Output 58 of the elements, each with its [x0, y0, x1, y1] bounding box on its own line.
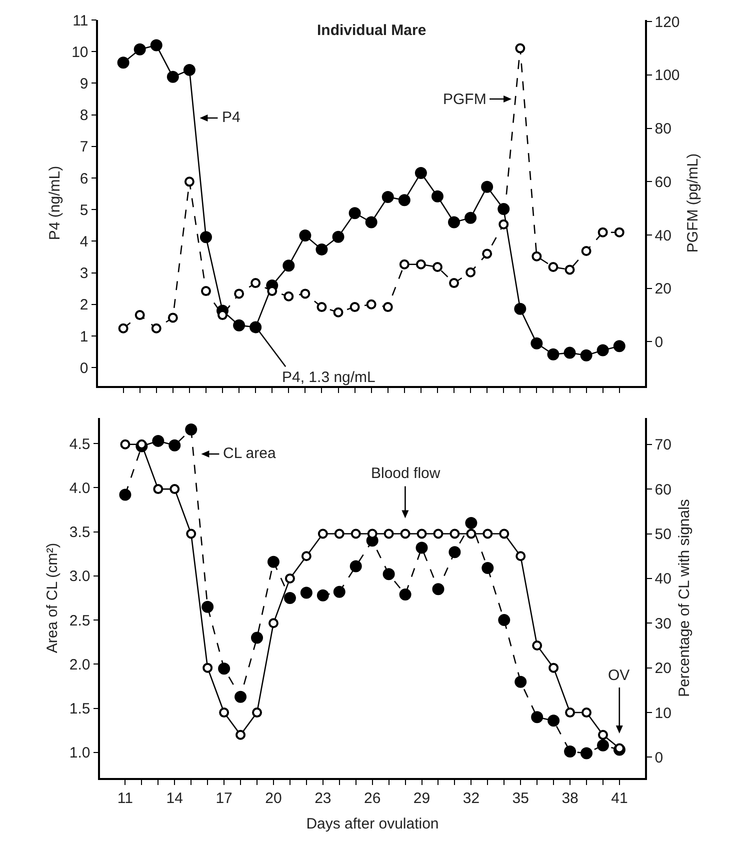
y2-tick-label: 100 [654, 67, 680, 84]
y2-axis-title: Percentage of CL with signals [676, 499, 693, 697]
y-tick-label: 3 [80, 265, 88, 282]
x-tick-label: 20 [265, 790, 282, 807]
annotation: Blood flow [371, 465, 440, 482]
y-tick-label: 1 [80, 328, 88, 346]
annotation: PGFM [443, 91, 486, 108]
annotation: P4, 1.3 ng/mL [282, 369, 376, 386]
x-tick-label: 11 [117, 790, 133, 807]
y2-tick-label: 70 [654, 436, 672, 454]
y-tick-label: 10 [72, 44, 88, 61]
y-tick-label: 11 [72, 12, 88, 30]
y-tick-label: 2 [80, 296, 88, 314]
x-axis-title: Days after ovulation [306, 815, 439, 832]
y2-axis-title: PGFM (pg/mL) [684, 153, 702, 253]
annotation: CL area [223, 445, 276, 462]
y-tick-label: 9 [80, 75, 88, 92]
y2-tick-label: 60 [654, 481, 672, 498]
x-tick-label: 29 [413, 790, 430, 807]
y-tick-label: 8 [80, 107, 88, 124]
y2-tick-label: 60 [654, 174, 672, 191]
y2-tick-label: 120 [654, 14, 680, 31]
y-tick-label: 2.0 [69, 656, 90, 674]
y-tick-label: 1.0 [69, 744, 90, 762]
y-tick-label: 4.5 [69, 436, 90, 453]
x-tick-label: 32 [462, 790, 480, 807]
y2-tick-label: 50 [654, 526, 672, 543]
y-tick-label: 3.5 [69, 524, 90, 542]
x-tick-label: 14 [166, 790, 183, 807]
y-tick-label: 6 [80, 170, 88, 188]
y2-tick-label: 80 [654, 120, 672, 138]
x-tick-label: 23 [314, 790, 332, 807]
y-tick-label: 1.5 [69, 700, 90, 718]
x-tick-label: 35 [512, 790, 529, 807]
y-tick-label: 4.0 [69, 480, 90, 497]
y2-tick-label: 20 [654, 660, 672, 678]
annotation: P4 [222, 109, 240, 126]
y2-tick-label: 0 [654, 334, 664, 351]
x-tick-label: 17 [216, 790, 232, 807]
y2-tick-label: 30 [654, 615, 672, 632]
chart-title: Individual Mare [317, 22, 426, 39]
y2-tick-label: 0 [654, 749, 664, 766]
y-tick-label: 0 [80, 360, 88, 377]
y2-tick-label: 10 [654, 704, 672, 722]
y2-tick-label: 40 [654, 570, 672, 588]
y-tick-label: 7 [80, 138, 88, 156]
y-tick-label: 2.5 [69, 612, 90, 630]
y-tick-label: 4 [80, 233, 88, 250]
x-tick-label: 38 [562, 790, 578, 807]
y2-tick-label: 40 [654, 227, 672, 244]
y-tick-label: 3.0 [69, 568, 90, 586]
y-axis-title: Area of CL (cm²) [44, 542, 62, 654]
annotation: OV [608, 667, 630, 684]
x-tick-label: 26 [364, 790, 381, 807]
y2-tick-label: 20 [654, 280, 672, 298]
y-tick-label: 5 [80, 202, 88, 219]
y-axis-title: P4 (ng/mL) [46, 166, 64, 240]
x-tick-label: 41 [611, 790, 628, 807]
